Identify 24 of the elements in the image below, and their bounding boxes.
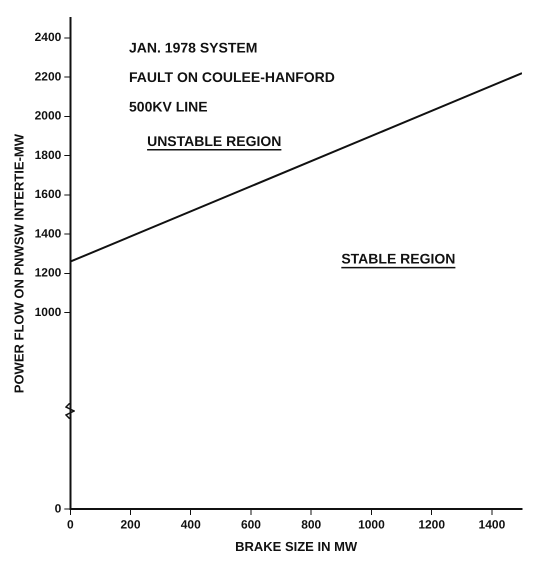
x-tick-label: 400 [180,518,202,532]
y-tick-label: 1600 [34,187,62,202]
y-tick-label: 1800 [34,148,62,162]
annotation: FAULT ON COULEE-HANFORD [129,69,335,86]
annotation: UNSTABLE REGION [147,132,282,149]
x-axis-title: BRAKE SIZE IN MW [235,538,358,554]
y-tick-label: 1000 [34,304,62,319]
y-tick-label: 2200 [34,69,62,84]
y-tick-label: 0 [54,501,62,516]
x-tick-label: 1400 [478,518,506,532]
x-tick-label: 1000 [358,518,386,532]
y-tick-label: 1200 [34,266,62,280]
x-tick-label: 0 [66,518,74,532]
y-tick-label: 2000 [34,108,62,123]
x-tick-label: 800 [301,518,322,532]
annotation: STABLE REGION [341,250,456,267]
x-tick-label: 1200 [418,518,446,532]
y-tick-label: 2400 [34,30,62,44]
x-tick-label: 200 [120,518,141,532]
annotation: JAN. 1978 SYSTEM [129,40,258,56]
y-tick-label: 1400 [34,226,62,240]
y-axis-title: POWER FLOW ON PNWSW INTERTIE-MW [11,133,26,394]
annotation: 500KV LINE [129,98,208,114]
x-tick-label: 600 [240,518,262,532]
